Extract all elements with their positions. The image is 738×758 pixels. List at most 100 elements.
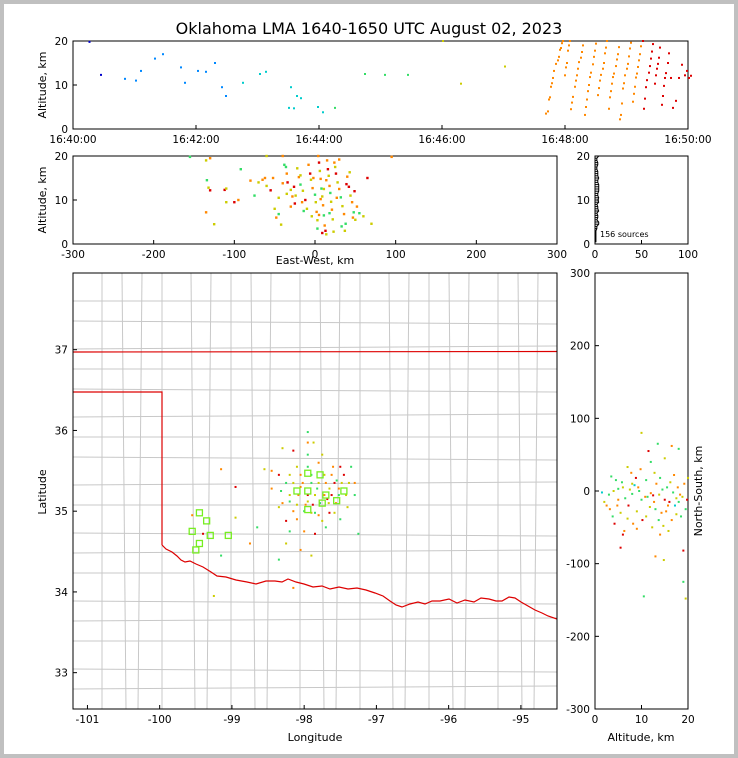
altitude-ns-point	[635, 510, 638, 513]
plan-view-xlabel: Longitude	[288, 731, 343, 744]
lma-station-marker	[318, 499, 326, 507]
altitude-ns-point	[652, 494, 655, 497]
time-altitude-point	[550, 85, 552, 88]
altitude-ns-marks	[600, 431, 689, 600]
time-altitude-point	[590, 71, 592, 74]
altitude-ns-point	[682, 580, 685, 583]
ew-altitude-point	[275, 216, 278, 219]
county-line	[73, 481, 557, 486]
ew-altitude-point	[351, 216, 355, 219]
county-line	[73, 600, 557, 605]
ew-altitude-point	[354, 218, 357, 221]
time-altitude-point	[225, 95, 227, 97]
time-altitude-point	[578, 61, 580, 64]
plan-view-point	[328, 487, 331, 490]
altitude-ns-point	[645, 515, 648, 518]
ew-altitude-point	[315, 210, 318, 214]
altitude-ns-point	[662, 559, 665, 562]
time-altitude-point	[577, 67, 579, 70]
plan-view-point	[311, 503, 314, 506]
altitude-ns-point	[648, 505, 651, 508]
ew-altitude-point	[285, 192, 288, 196]
lma-station-marker	[304, 487, 312, 495]
time-altitude-point	[88, 40, 91, 43]
altitude-ns-point	[668, 500, 671, 503]
time-altitude-point	[587, 90, 589, 93]
time-altitude-point	[460, 82, 462, 85]
ew-altitude-point	[316, 227, 319, 230]
altitude-ns-point	[680, 515, 683, 518]
ew-altitude-point	[329, 191, 332, 195]
plan-view-point	[277, 506, 280, 509]
county-line	[73, 388, 557, 393]
ew-altitude-point	[348, 171, 351, 174]
time-altitude-ytick-label: 20	[55, 36, 68, 48]
ew-altitude-point	[313, 193, 317, 196]
ew-altitude-point	[328, 184, 331, 188]
county-line	[73, 685, 557, 690]
time-altitude-point	[617, 53, 619, 56]
time-altitude-point	[637, 65, 639, 68]
plan-view-point	[288, 494, 291, 497]
time-altitude-point	[644, 97, 646, 100]
ew-altitude-point	[261, 178, 264, 181]
ew-altitude-point	[322, 187, 326, 191]
time-altitude-point	[288, 106, 290, 109]
time-altitude-point	[655, 74, 657, 77]
plan-view-point	[317, 461, 320, 464]
ew-altitude-point	[301, 189, 305, 192]
ew-altitude-point	[316, 219, 319, 222]
altitude-ns-point	[653, 500, 656, 503]
ew-altitude-panel: -300 -200 -100 0 100 200 300 0 10 20 Altitude, km…	[36, 151, 567, 267]
plan-view-xtick-label: -98	[296, 714, 313, 726]
ew-altitude-point	[269, 189, 272, 192]
plan-view-point	[314, 494, 316, 497]
time-altitude-point	[407, 73, 409, 76]
time-altitude-point	[681, 63, 683, 66]
altitude-ns-point	[631, 492, 634, 495]
plan-view-point	[330, 494, 333, 497]
plan-view-point	[191, 514, 194, 517]
time-altitude-point	[561, 42, 563, 45]
plan-view-point	[288, 530, 291, 533]
altitude-ns-point	[620, 481, 623, 484]
ew-altitude-point	[284, 165, 288, 169]
altitude-ns-point	[626, 517, 629, 520]
ew-altitude-point	[233, 201, 236, 204]
time-altitude-point	[582, 44, 584, 47]
plan-view-xtick-label: -97	[368, 714, 385, 726]
ew-altitude-point	[265, 184, 268, 188]
time-altitude-point	[384, 73, 386, 76]
altitude-histogram-ytick-label: 0	[583, 239, 590, 251]
time-altitude-point	[659, 46, 661, 49]
plan-view-ytick-label: 34	[55, 587, 69, 599]
plan-view-point	[292, 481, 295, 484]
time-altitude-point	[221, 86, 223, 89]
altitude-histogram-ytick-label: 20	[577, 151, 590, 163]
altitude-ns-ytick-label: 100	[570, 413, 590, 425]
county-line	[190, 273, 196, 709]
plan-view-point	[292, 510, 295, 513]
time-altitude-point	[670, 76, 672, 79]
altitude-ns-point	[617, 487, 620, 490]
ew-altitude-point	[279, 223, 283, 226]
county-line	[73, 617, 557, 622]
ew-altitude-point	[205, 179, 209, 182]
plan-view-point	[292, 449, 295, 452]
time-altitude-point	[575, 79, 577, 82]
time-altitude-xtick-label: 16:50:00	[664, 134, 711, 146]
oklahoma-border-north	[73, 350, 557, 353]
plan-view-ytick-label: 36	[55, 425, 69, 437]
time-altitude-point	[322, 111, 324, 114]
plan-view-point	[306, 453, 309, 456]
time-altitude-point	[184, 81, 186, 84]
plan-view-point	[304, 503, 307, 506]
altitude-ns-point	[641, 519, 644, 522]
time-altitude-point	[667, 62, 669, 64]
time-altitude-point	[568, 44, 570, 47]
ew-altitude-point	[320, 187, 323, 190]
altitude-ns-point	[637, 486, 640, 489]
time-altitude-point	[626, 67, 628, 70]
time-altitude-point	[611, 82, 613, 85]
lma-station-marker	[224, 531, 232, 540]
